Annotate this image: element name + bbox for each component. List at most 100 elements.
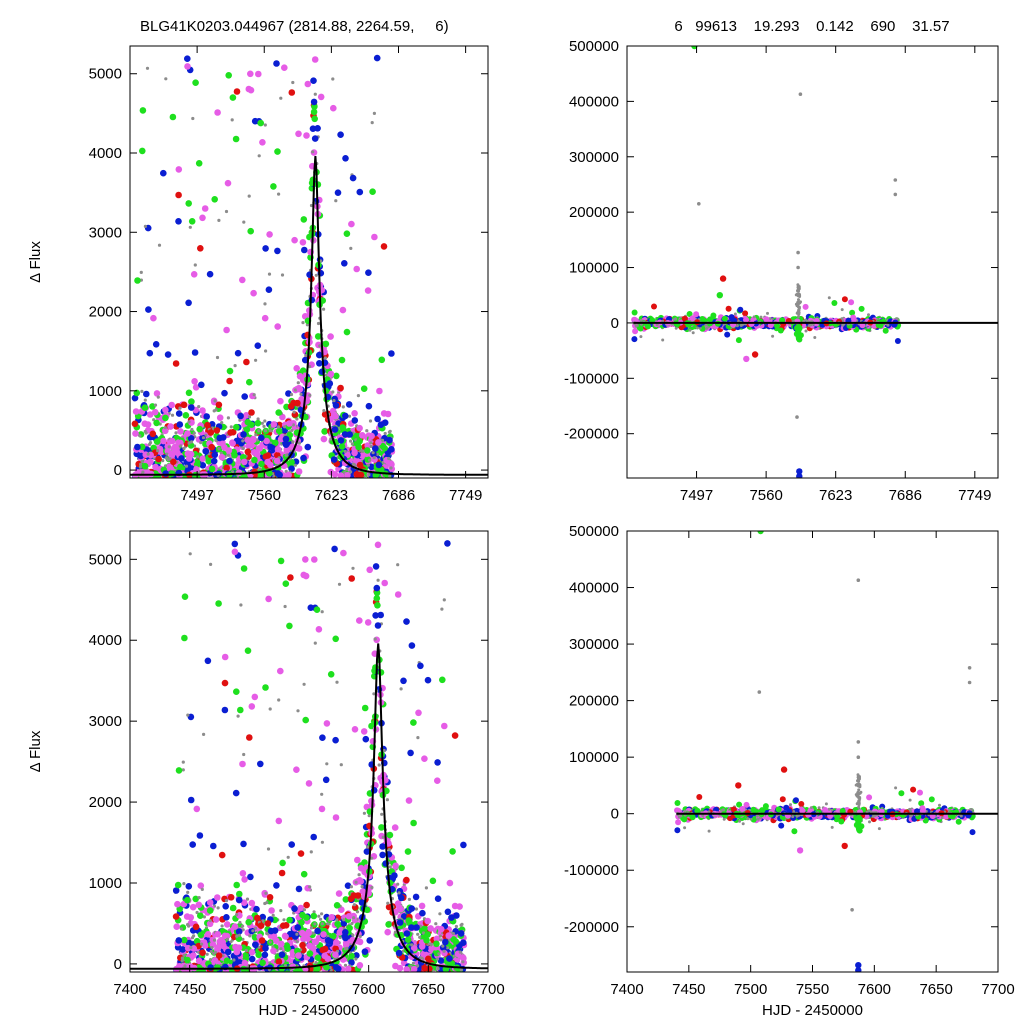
data-point-blue xyxy=(309,297,316,304)
data-point-blue xyxy=(376,462,383,469)
data-point-green xyxy=(381,445,388,452)
data-point-gray xyxy=(297,381,300,384)
data-point-blue xyxy=(223,914,230,921)
data-point-pink xyxy=(214,894,221,901)
data-point-green xyxy=(286,917,293,924)
data-point-gray xyxy=(291,81,294,84)
data-point-gray xyxy=(325,762,328,765)
data-point-pink xyxy=(285,472,292,479)
data-point-pink xyxy=(177,428,184,435)
data-point-red xyxy=(289,89,296,96)
data-point-blue xyxy=(341,260,348,267)
data-point-gray xyxy=(241,925,244,928)
data-point-pink xyxy=(446,932,453,939)
data-point-gray xyxy=(303,908,306,911)
data-point-green xyxy=(328,671,335,678)
data-point-gray xyxy=(410,943,413,946)
data-point-green xyxy=(387,832,394,839)
residual-point-gray xyxy=(640,319,643,322)
data-point-gray xyxy=(400,687,403,690)
data-point-gray xyxy=(248,415,251,418)
data-point-red xyxy=(204,422,211,429)
data-point-pink xyxy=(215,931,222,938)
data-point-pink xyxy=(277,398,284,405)
residual-point-gray xyxy=(797,289,800,292)
outlier-point xyxy=(743,356,749,362)
data-point-pink xyxy=(336,890,343,897)
data-point-blue xyxy=(211,458,218,465)
y-tick-label: 3000 xyxy=(89,713,122,730)
data-point-blue xyxy=(342,929,349,936)
data-point-gray xyxy=(199,441,202,444)
data-point-gray xyxy=(416,933,419,936)
data-point-pink xyxy=(291,237,298,244)
data-point-red xyxy=(348,896,355,903)
data-point-red xyxy=(181,402,188,409)
data-point-pink xyxy=(348,221,355,228)
data-point-green xyxy=(279,860,286,867)
data-point-gray xyxy=(313,922,316,925)
data-point-pink xyxy=(240,870,247,877)
data-point-gray xyxy=(295,933,298,936)
data-point-pink xyxy=(316,626,323,633)
x-tick-label: 7600 xyxy=(352,981,385,998)
y-tick-label: 5000 xyxy=(89,66,122,83)
data-point-red xyxy=(355,892,362,899)
data-point-blue xyxy=(207,964,214,971)
data-point-pink xyxy=(205,931,212,938)
data-point-green xyxy=(374,602,381,609)
data-point-green xyxy=(236,891,243,898)
data-point-pink xyxy=(340,307,347,314)
data-point-gray xyxy=(342,918,345,921)
data-point-gray xyxy=(294,464,297,467)
residual-point-blue xyxy=(895,338,901,344)
data-point-gray xyxy=(253,393,256,396)
data-point-blue xyxy=(240,431,247,438)
data-point-pink xyxy=(223,327,230,334)
data-point-green xyxy=(323,341,330,348)
header-right-title: 6 99613 19.293 0.142 690 31.57 xyxy=(674,18,949,35)
data-point-gray xyxy=(277,425,280,428)
residual-point-red xyxy=(842,296,848,302)
data-point-pink xyxy=(398,906,405,913)
data-point-gray xyxy=(164,77,167,80)
data-point-blue xyxy=(188,797,195,804)
data-point-green xyxy=(140,107,147,114)
data-point-green xyxy=(286,623,293,630)
data-point-pink xyxy=(286,420,293,427)
data-point-gray xyxy=(352,916,355,919)
data-point-gray xyxy=(242,221,245,224)
data-point-gray xyxy=(179,444,182,447)
data-point-pink xyxy=(281,64,288,71)
data-point-gray xyxy=(357,394,360,397)
data-point-pink xyxy=(266,231,273,238)
residual-point-green xyxy=(632,310,638,316)
data-point-red xyxy=(276,958,283,965)
data-point-gray xyxy=(358,873,361,876)
residual-point-red xyxy=(742,310,748,316)
data-point-pink xyxy=(249,900,256,907)
residual-point-pink xyxy=(851,317,857,323)
data-point-green xyxy=(378,669,385,676)
data-point-gray xyxy=(351,442,354,445)
residual-point-gray xyxy=(734,313,737,316)
residual-point-gray xyxy=(798,306,801,309)
data-point-gray xyxy=(225,210,228,213)
data-point-pink xyxy=(392,863,399,870)
data-point-green xyxy=(430,878,437,885)
data-point-pink xyxy=(264,459,271,466)
data-point-gray xyxy=(234,364,237,367)
residual-point-green xyxy=(722,316,728,322)
data-point-blue xyxy=(294,924,301,931)
residual-point-blue xyxy=(737,307,743,313)
data-point-green xyxy=(453,938,460,945)
data-point-gray xyxy=(217,906,220,909)
data-point-pink xyxy=(376,388,383,395)
data-point-pink xyxy=(248,438,255,445)
data-point-green xyxy=(192,79,199,86)
data-point-red xyxy=(173,913,180,920)
data-point-pink xyxy=(150,315,157,322)
